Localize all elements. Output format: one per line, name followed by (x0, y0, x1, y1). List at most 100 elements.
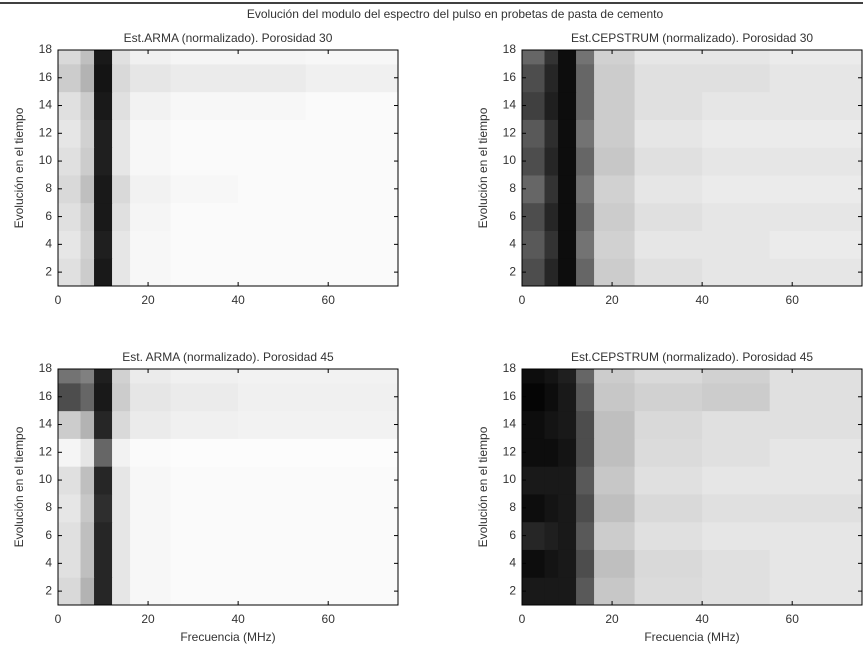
plot-frame (57, 368, 399, 606)
x-tick-label: 0 (519, 612, 526, 626)
heatmap-cell (130, 258, 172, 287)
y-tick-label: 4 (45, 556, 52, 570)
heatmap-cell (594, 202, 636, 231)
heatmap-cell (558, 174, 577, 204)
heatmap-cell (522, 258, 546, 287)
heatmap-cell (702, 410, 771, 439)
heatmap-cell (522, 50, 546, 65)
heatmap-cell (112, 91, 131, 120)
heatmap-cell (238, 493, 307, 523)
x-tick-label: 40 (231, 293, 245, 307)
heatmap-cell (58, 230, 82, 259)
heatmap-cell (130, 202, 172, 231)
heatmap-cell (702, 493, 771, 523)
heatmap-cell (522, 382, 546, 412)
heatmap-cell (769, 410, 863, 439)
heatmap-cell (558, 230, 577, 259)
heatmap-cell (576, 63, 595, 93)
x-tick-label: 60 (786, 612, 800, 626)
heatmap-cell (170, 63, 239, 93)
heatmap-cell (558, 50, 577, 65)
heatmap-cell (634, 438, 703, 467)
y-tick-label: 18 (39, 42, 53, 56)
heatmap-cell (522, 202, 546, 231)
y-tick-label: 8 (45, 500, 52, 514)
heatmap-cell (58, 493, 82, 523)
heatmap-cell (558, 202, 577, 231)
heatmap-cell (702, 63, 771, 93)
heatmap-cell (58, 258, 82, 287)
heatmap-cell (634, 549, 703, 578)
heatmap-cell (702, 202, 771, 231)
y-tick-label: 8 (45, 181, 52, 195)
heatmap-cell (305, 174, 399, 204)
plot-frame (57, 49, 399, 287)
y-tick-label: 16 (39, 389, 53, 403)
heatmap-cell (702, 147, 771, 176)
heatmap-cell (94, 466, 113, 495)
heatmap-cell (130, 493, 172, 523)
heatmap-cell (544, 438, 559, 467)
heatmap-cell (576, 258, 595, 287)
heatmap-cell (94, 63, 113, 93)
heatmap-cell (594, 91, 636, 120)
figure-title: Evolución del modulo del espectro del pu… (247, 7, 664, 21)
heatmap-cell (170, 493, 239, 523)
heatmap-cell (170, 438, 239, 467)
heatmap-cell (558, 410, 577, 439)
heatmap-cell (112, 147, 131, 176)
heatmap-cell (594, 63, 636, 93)
x-tick-label: 0 (55, 612, 62, 626)
heatmap-cell (558, 369, 577, 384)
heatmap-cell (702, 50, 771, 65)
y-tick-label: 12 (39, 444, 53, 458)
heatmap-cell (702, 174, 771, 204)
y-tick-label: 18 (503, 361, 517, 375)
y-tick-label: 10 (39, 472, 53, 486)
y-tick-label: 6 (509, 528, 516, 542)
heatmap-cell (594, 493, 636, 523)
heatmap-cell (58, 577, 82, 606)
x-tick-label: 60 (322, 293, 336, 307)
heatmap-cell (58, 91, 82, 120)
heatmap-cell (80, 549, 95, 578)
heatmap-cell (634, 258, 703, 287)
heatmap-cell (130, 549, 172, 578)
heatmap-cell (634, 147, 703, 176)
heatmap-cell (94, 202, 113, 231)
y-tick-label: 8 (509, 500, 516, 514)
x-axis-label: Frecuencia (MHz) (644, 630, 739, 644)
heatmap-cell (238, 549, 307, 578)
heatmap-cell (594, 521, 636, 550)
heatmap-cell (58, 438, 82, 467)
heatmap-cell (634, 91, 703, 120)
heatmap-cell (94, 119, 113, 148)
heatmap-cell (112, 369, 131, 384)
heatmap-cell (112, 577, 131, 606)
heatmap-cell (576, 438, 595, 467)
heatmap-cell (634, 521, 703, 550)
heatmap-cell (522, 521, 546, 550)
heatmap-cell (170, 202, 239, 231)
y-tick-label: 2 (45, 264, 52, 278)
heatmap-cell (305, 466, 399, 495)
heatmap-cell (702, 230, 771, 259)
heatmap-cell (80, 174, 95, 204)
y-tick-label: 14 (39, 98, 53, 112)
x-tick-label: 40 (695, 293, 709, 307)
x-tick-label: 40 (231, 612, 245, 626)
heatmap-cell (94, 50, 113, 65)
heatmap-cell (576, 119, 595, 148)
heatmap-cell (594, 438, 636, 467)
heatmap-cell (522, 147, 546, 176)
y-tick-label: 10 (503, 472, 517, 486)
heatmap-cell (305, 493, 399, 523)
heatmap-cell (305, 119, 399, 148)
heatmap-cell (544, 63, 559, 93)
heatmap-cell (130, 382, 172, 412)
heatmap-cell (576, 577, 595, 606)
heatmap-cell (170, 410, 239, 439)
heatmap-cell (594, 577, 636, 606)
heatmap-cell (130, 521, 172, 550)
